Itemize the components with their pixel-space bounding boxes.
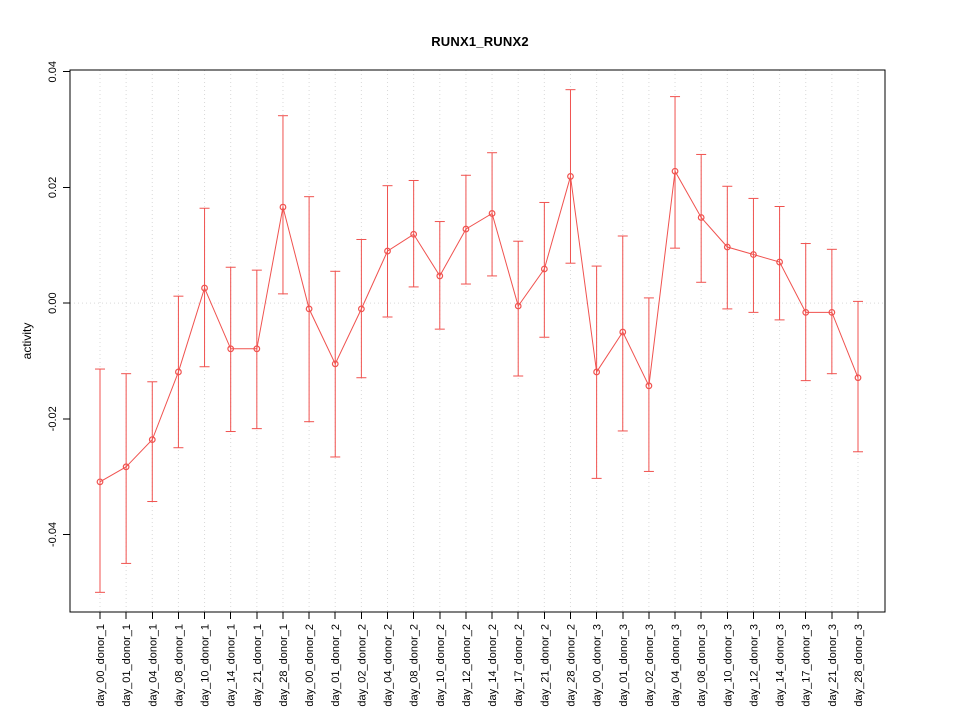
- data-point-marker: [514, 302, 522, 310]
- data-point-marker: [384, 247, 391, 255]
- x-tick-label: day_28_donor_3: [853, 624, 865, 707]
- data-point-marker: [305, 305, 313, 313]
- data-point-marker: [331, 360, 339, 368]
- data-point-marker: [462, 225, 470, 233]
- data-point-marker: [828, 308, 836, 316]
- error-bar: [251, 269, 262, 430]
- x-tick-label: day_14_donor_3: [775, 624, 787, 707]
- y-tick-label: -0.02: [47, 406, 59, 431]
- plot-border: [69, 69, 886, 613]
- error-bar: [774, 206, 785, 321]
- x-tick-label: day_04_donor_1: [147, 624, 159, 707]
- error-bar: [121, 373, 132, 564]
- x-tick-label: day_00_donor_2: [304, 624, 316, 707]
- data-point-marker: [854, 374, 862, 382]
- error-bar: [722, 185, 733, 310]
- data-point-marker: [122, 463, 130, 471]
- y-tick-label: 0.04: [47, 61, 59, 82]
- x-tick-label: day_01_donor_3: [618, 624, 630, 707]
- x-tick-label: day_28_donor_1: [278, 624, 290, 707]
- data-point-marker: [279, 203, 287, 211]
- x-tick-label: day_08_donor_2: [409, 624, 421, 707]
- x-tick-label: day_02_donor_2: [356, 624, 368, 707]
- error-bar: [147, 381, 158, 503]
- x-tick-label: day_21_donor_2: [539, 624, 551, 707]
- data-point-marker: [436, 272, 444, 280]
- data-point-marker: [148, 436, 156, 444]
- data-point-marker: [201, 284, 208, 292]
- data-point-marker: [96, 478, 104, 486]
- x-tick-label: day_04_donor_3: [670, 624, 682, 707]
- data-point-marker: [488, 210, 496, 217]
- x-tick-label: day_10_donor_2: [435, 624, 447, 707]
- x-tick-label: day_17_donor_3: [801, 624, 813, 707]
- data-point-marker: [802, 308, 810, 316]
- data-point-marker: [671, 167, 679, 175]
- x-tick-label: day_10_donor_1: [200, 624, 212, 707]
- data-point-marker: [723, 243, 731, 251]
- error-bar: [696, 153, 707, 283]
- x-tick-label: day_02_donor_3: [644, 624, 656, 707]
- x-tick-label: day_10_donor_3: [722, 624, 734, 707]
- x-tick-label: day_04_donor_2: [383, 624, 395, 707]
- y-tick-label: 0.00: [47, 292, 59, 313]
- data-point-marker: [540, 265, 548, 273]
- x-tick-label: day_28_donor_2: [565, 624, 577, 707]
- data-point-marker: [697, 214, 705, 221]
- x-tick-label: day_12_donor_2: [461, 624, 473, 707]
- x-tick-label: day_17_donor_2: [513, 624, 525, 707]
- data-point-marker: [776, 258, 783, 266]
- data-point-marker: [227, 345, 235, 353]
- x-tick-label: day_08_donor_3: [696, 624, 708, 707]
- data-point-marker: [593, 368, 601, 376]
- x-tick-label: day_14_donor_2: [487, 624, 499, 707]
- x-tick-label: day_00_donor_3: [592, 624, 604, 707]
- error-bar: [225, 266, 236, 433]
- x-tick-label: day_21_donor_1: [252, 624, 264, 707]
- data-point-marker: [253, 345, 261, 353]
- error-bar: [95, 368, 105, 593]
- series-line: [99, 169, 859, 483]
- chart-title: RUNX1_RUNX2: [431, 34, 529, 49]
- error-bar: [826, 248, 837, 375]
- error-bar: [748, 197, 759, 313]
- data-point-marker: [619, 328, 627, 336]
- data-point-marker: [410, 230, 418, 238]
- x-tick-label: day_01_donor_1: [121, 624, 133, 707]
- error-bar: [617, 235, 628, 432]
- x-tick-label: day_21_donor_3: [827, 624, 839, 707]
- data-point-marker: [750, 251, 757, 258]
- data-point-marker: [645, 382, 653, 390]
- y-tick-label: 0.02: [47, 177, 59, 198]
- data-point-marker: [175, 368, 182, 376]
- x-tick-label: day_12_donor_3: [748, 624, 760, 707]
- data-point-marker: [357, 305, 365, 313]
- x-tick-label: day_00_donor_1: [95, 624, 107, 707]
- x-tick-label: day_01_donor_2: [330, 624, 342, 707]
- data-point-marker: [567, 173, 574, 180]
- error-bar: [539, 201, 550, 338]
- y-tick-label: -0.04: [47, 522, 59, 547]
- x-tick-label: day_14_donor_1: [226, 624, 238, 707]
- x-tick-label: day_08_donor_1: [173, 624, 185, 707]
